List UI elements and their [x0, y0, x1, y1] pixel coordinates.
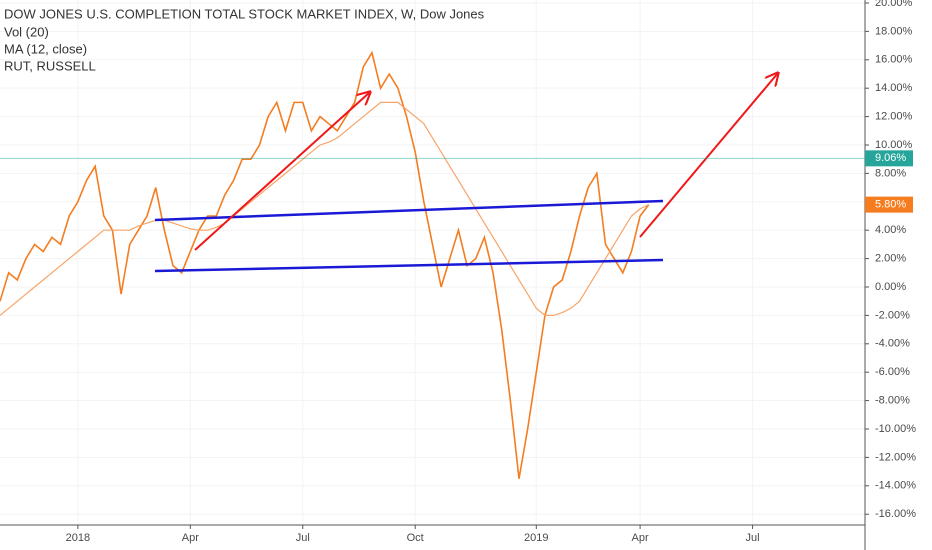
y-tick-label: -12.00%	[875, 451, 916, 463]
grid	[0, 0, 865, 525]
y-tick-label: 0.00%	[875, 281, 906, 293]
channel-top	[154, 199, 664, 222]
y-tick-label: -8.00%	[875, 395, 910, 407]
price-badge	[865, 150, 913, 167]
y-tick-label: -4.00%	[875, 338, 910, 350]
y-tick-label: 18.00%	[875, 25, 913, 37]
legend-entry: Vol (20)	[4, 24, 49, 39]
x-tick-label: 2018	[66, 532, 90, 544]
x-tick-label: Apr	[182, 532, 199, 544]
series-line	[0, 101, 650, 316]
x-tick-label: 2019	[524, 532, 548, 544]
series-line	[0, 50, 650, 479]
y-tick-label: 4.00%	[875, 224, 906, 236]
y-tick-label: -16.00%	[875, 508, 916, 520]
price-badge-label: 5.80%	[875, 199, 906, 211]
chart-title: DOW JONES U.S. COMPLETION TOTAL STOCK MA…	[4, 6, 485, 21]
legend-entry: MA (12, close)	[4, 41, 87, 56]
price-badge-label: 9.06%	[875, 152, 906, 164]
y-tick-label: -10.00%	[875, 423, 916, 435]
y-tick-label: -14.00%	[875, 480, 916, 492]
y-tick-label: 10.00%	[875, 139, 913, 151]
x-tick-label: Apr	[632, 532, 649, 544]
y-tick-label: 12.00%	[875, 110, 913, 122]
x-tick-label: Oct	[407, 532, 424, 544]
y-tick-label: -2.00%	[875, 309, 910, 321]
plot	[0, 50, 650, 479]
y-tick-label: -6.00%	[875, 366, 910, 378]
arrow	[639, 73, 778, 238]
channel-bottom	[154, 258, 664, 273]
y-tick-label: 20.00%	[875, 0, 913, 9]
y-tick-label: 2.00%	[875, 253, 906, 265]
x-tick-label: Jul	[296, 532, 310, 544]
price-badge	[865, 196, 913, 213]
x-tick-label: Jul	[746, 532, 760, 544]
arrow	[194, 92, 370, 251]
y-tick-label: 14.00%	[875, 82, 913, 94]
y-tick-label: 8.00%	[875, 167, 906, 179]
y-tick-label: 16.00%	[875, 54, 913, 66]
legend-entry: RUT, RUSSELL	[4, 58, 96, 73]
